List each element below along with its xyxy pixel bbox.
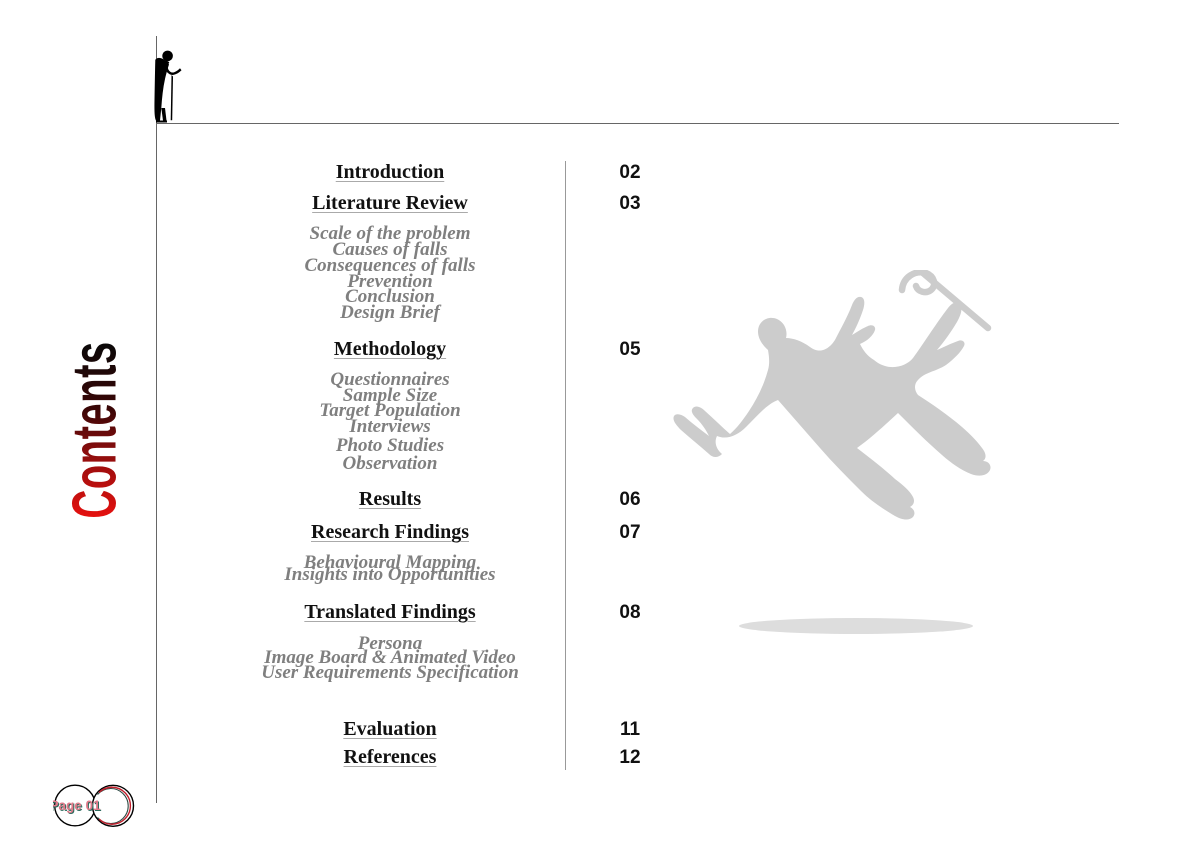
- svg-text:Page 01: Page 01: [53, 798, 101, 813]
